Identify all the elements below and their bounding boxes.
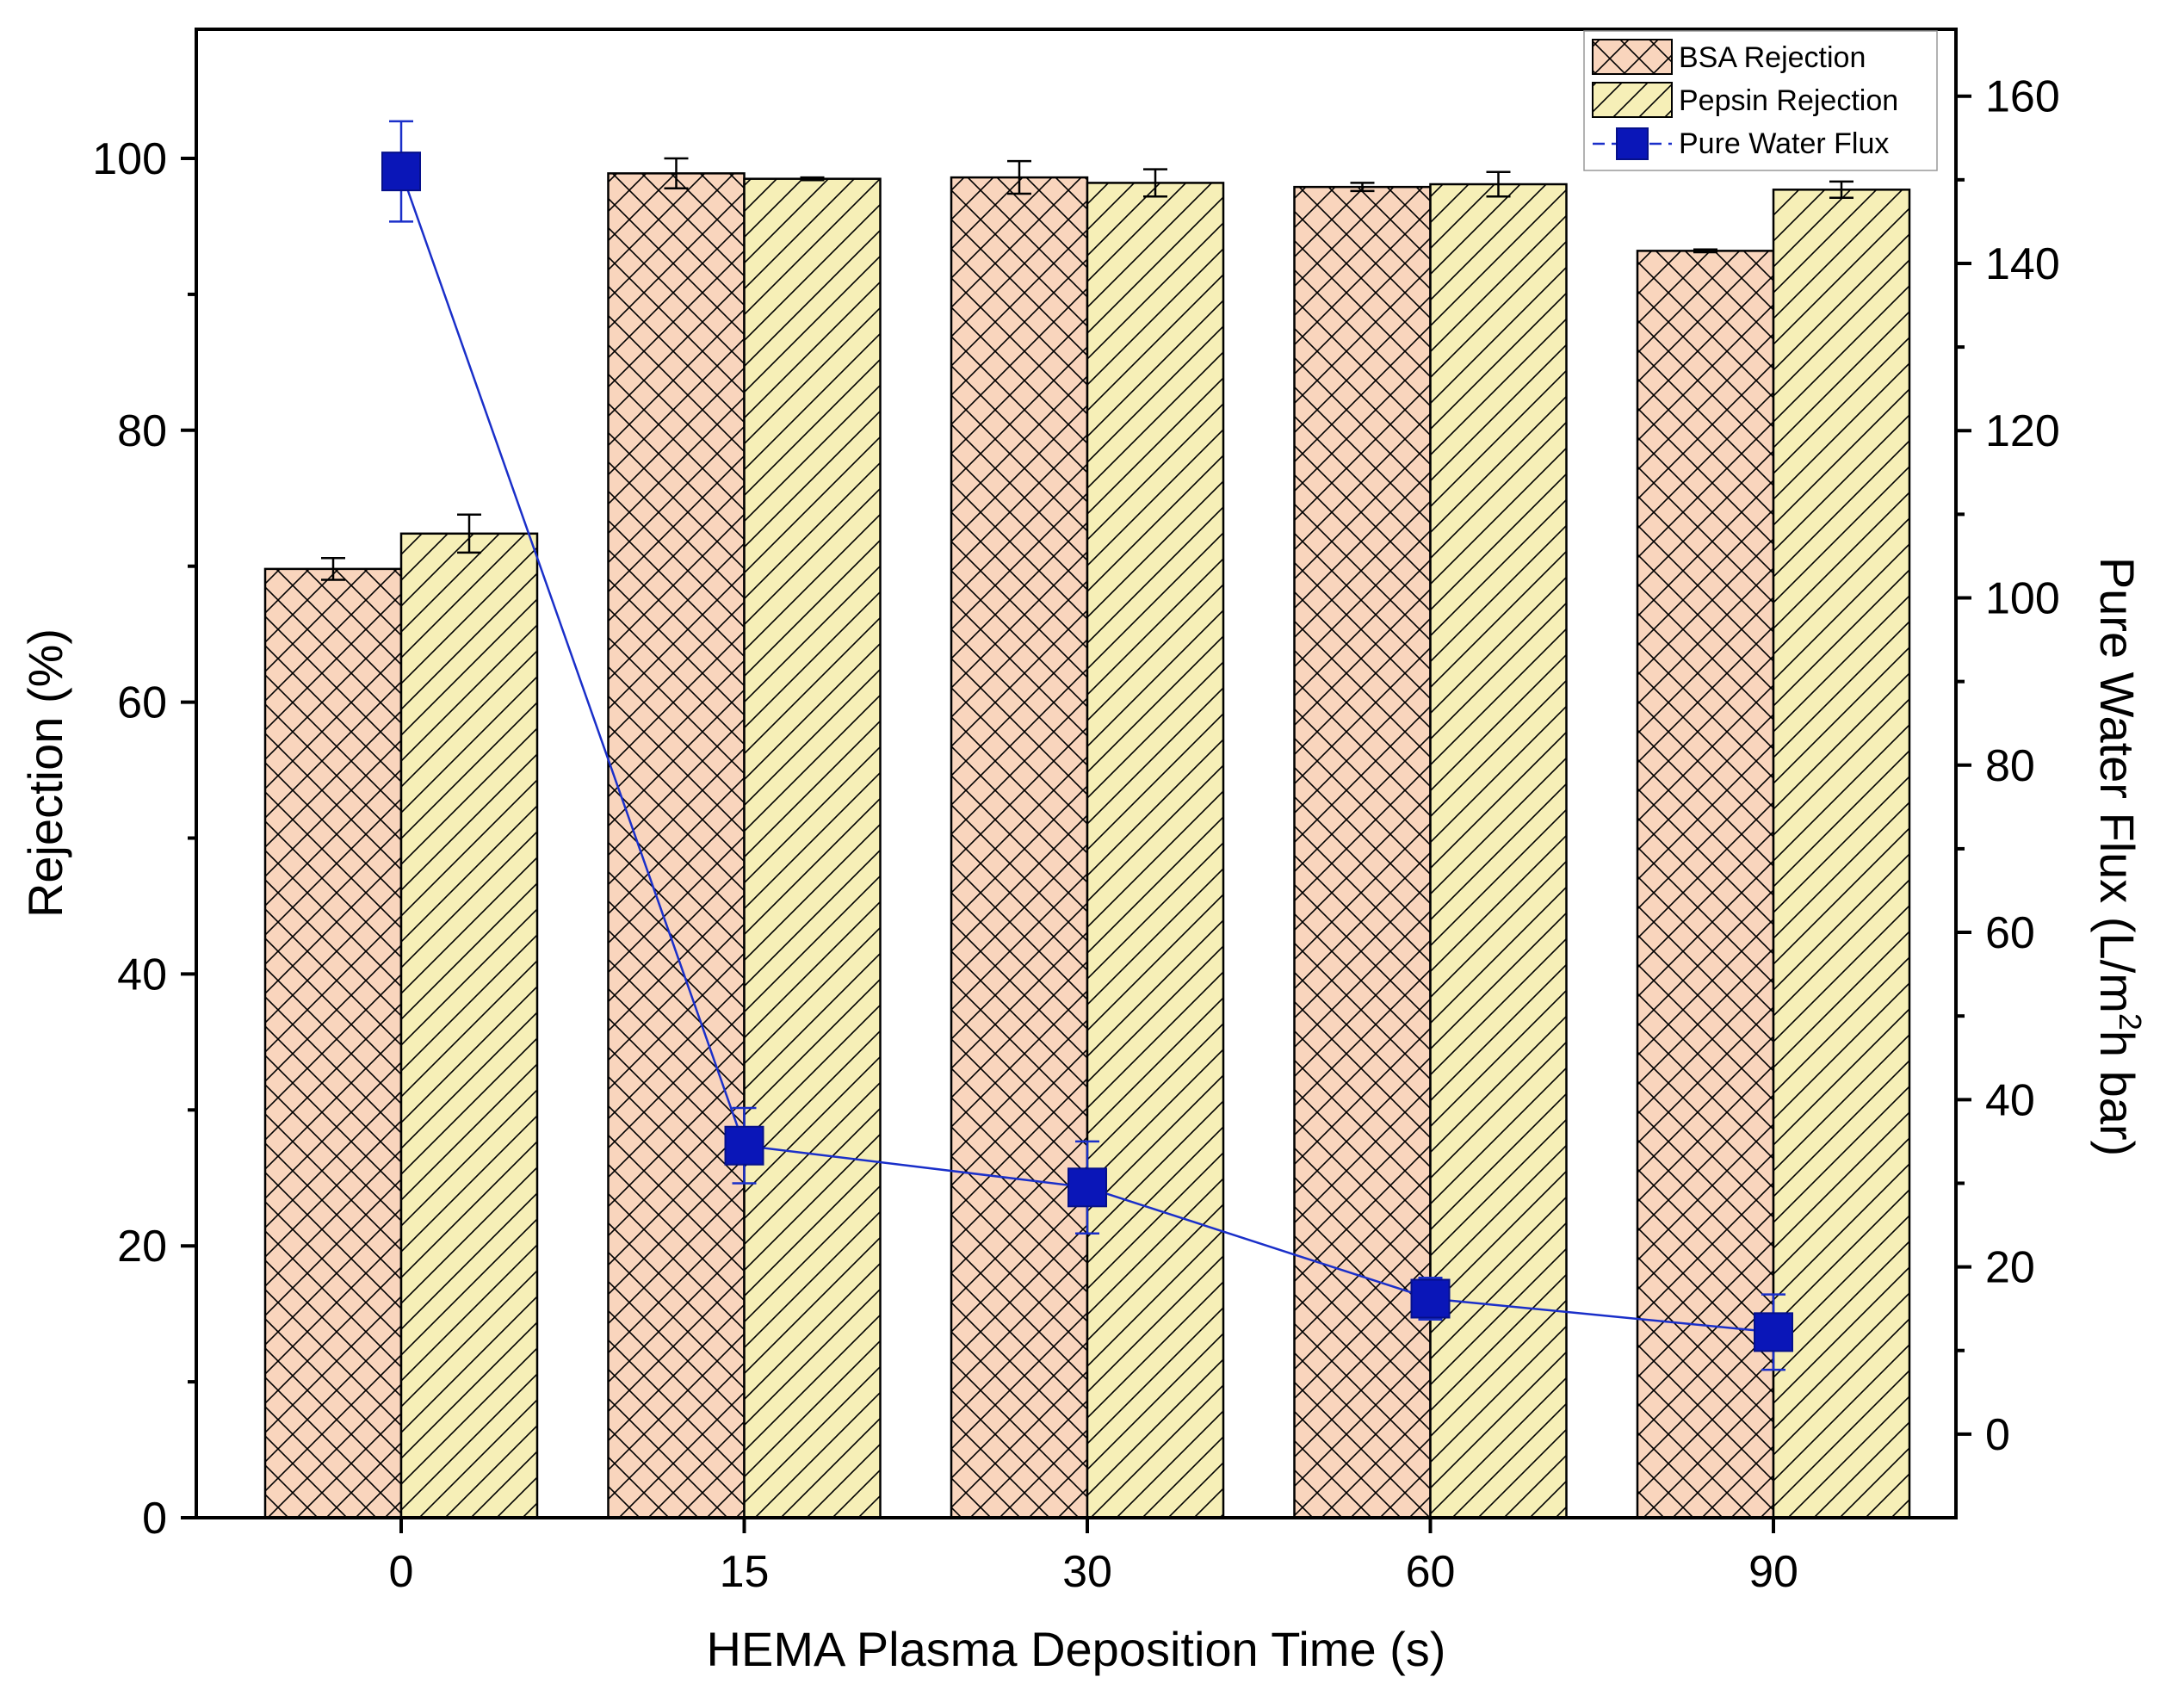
errorbar-pepsin-30 bbox=[1143, 168, 1167, 198]
right-tick-label-40: 40 bbox=[1985, 1075, 2035, 1125]
right-tick-label-20: 20 bbox=[1985, 1243, 2035, 1293]
x-axis-title: HEMA Plasma Deposition Time (s) bbox=[707, 1622, 1446, 1676]
bar-bsa-30 bbox=[950, 176, 1089, 1519]
left-axis: 0 20 40 60 80 100 bbox=[92, 134, 196, 1544]
x-tick-label-60: 60 bbox=[1406, 1547, 1456, 1597]
right-tick-label-60: 60 bbox=[1985, 908, 2035, 958]
right-tick-label-100: 100 bbox=[1985, 574, 2060, 624]
legend-swatch-pepsin bbox=[1592, 82, 1673, 118]
bar-pepsin-0 bbox=[399, 532, 539, 1519]
right-tick-label-140: 140 bbox=[1985, 239, 2060, 289]
flux-point-15 bbox=[724, 1125, 764, 1166]
flux-point-30 bbox=[1068, 1167, 1107, 1208]
errorbar-bsa-60 bbox=[1350, 182, 1375, 193]
left-tick-label-80: 80 bbox=[117, 406, 167, 456]
legend-label-flux: Pure Water Flux bbox=[1679, 127, 1889, 160]
bar-pepsin-15 bbox=[743, 177, 882, 1519]
bar-pepsin-30 bbox=[1086, 182, 1225, 1519]
errorbar-pepsin-0 bbox=[457, 513, 481, 554]
errorbar-bsa-15 bbox=[664, 157, 689, 189]
errorbar-bsa-0 bbox=[321, 556, 345, 581]
x-axis: 0 15 30 60 90 bbox=[389, 1518, 1798, 1597]
bar-bsa-15 bbox=[607, 172, 746, 1519]
right-tick-label-160: 160 bbox=[1985, 72, 2060, 122]
legend-swatch-bsa bbox=[1592, 39, 1673, 75]
flux-series-group bbox=[381, 120, 1793, 1371]
error-bars-group bbox=[321, 157, 1853, 581]
plot-frame bbox=[195, 28, 1958, 1519]
left-tick-label-0: 0 bbox=[142, 1494, 167, 1544]
errorbar-pepsin-15 bbox=[800, 176, 825, 182]
right-tick-label-120: 120 bbox=[1985, 406, 2060, 456]
bar-pepsin-60 bbox=[1429, 183, 1568, 1519]
legend-label-bsa: BSA Rejection bbox=[1679, 41, 1866, 74]
x-tick-label-30: 30 bbox=[1062, 1547, 1112, 1597]
x-tick-label-90: 90 bbox=[1748, 1547, 1798, 1597]
left-axis-title: Rejection (%) bbox=[18, 628, 72, 918]
x-tick-label-0: 0 bbox=[389, 1547, 414, 1597]
right-axis-title: Pure Water Flux (L/m2h bar) bbox=[2090, 557, 2148, 1156]
legend-label-pepsin: Pepsin Rejection bbox=[1679, 84, 1898, 117]
right-tick-label-80: 80 bbox=[1985, 741, 2035, 791]
errorbar-bsa-90 bbox=[1693, 248, 1717, 254]
legend-marker-flux bbox=[1616, 127, 1649, 160]
bar-pepsin-90 bbox=[1772, 189, 1911, 1519]
bars-group bbox=[263, 172, 1911, 1519]
errorbar-pepsin-60 bbox=[1486, 170, 1511, 198]
flux-point-60 bbox=[1410, 1278, 1451, 1319]
right-tick-label-0: 0 bbox=[1985, 1410, 2010, 1460]
left-tick-label-60: 60 bbox=[117, 678, 167, 728]
errorbar-pepsin-90 bbox=[1829, 180, 1853, 200]
x-tick-label-15: 15 bbox=[720, 1547, 770, 1597]
errorbar-bsa-30 bbox=[1007, 159, 1031, 195]
legend: BSA Rejection Pepsin Rejection Pure Wate… bbox=[1583, 30, 1938, 171]
left-tick-label-40: 40 bbox=[117, 950, 167, 999]
flux-point-0 bbox=[381, 152, 421, 192]
left-tick-label-20: 20 bbox=[117, 1222, 167, 1272]
left-tick-label-100: 100 bbox=[92, 134, 167, 184]
bar-bsa-0 bbox=[263, 567, 403, 1519]
bar-bsa-90 bbox=[1636, 250, 1775, 1519]
bar-bsa-60 bbox=[1293, 185, 1432, 1519]
right-axis: 0 20 40 60 80 100 120 140 160 bbox=[1956, 72, 2060, 1460]
flux-point-90 bbox=[1754, 1312, 1793, 1352]
